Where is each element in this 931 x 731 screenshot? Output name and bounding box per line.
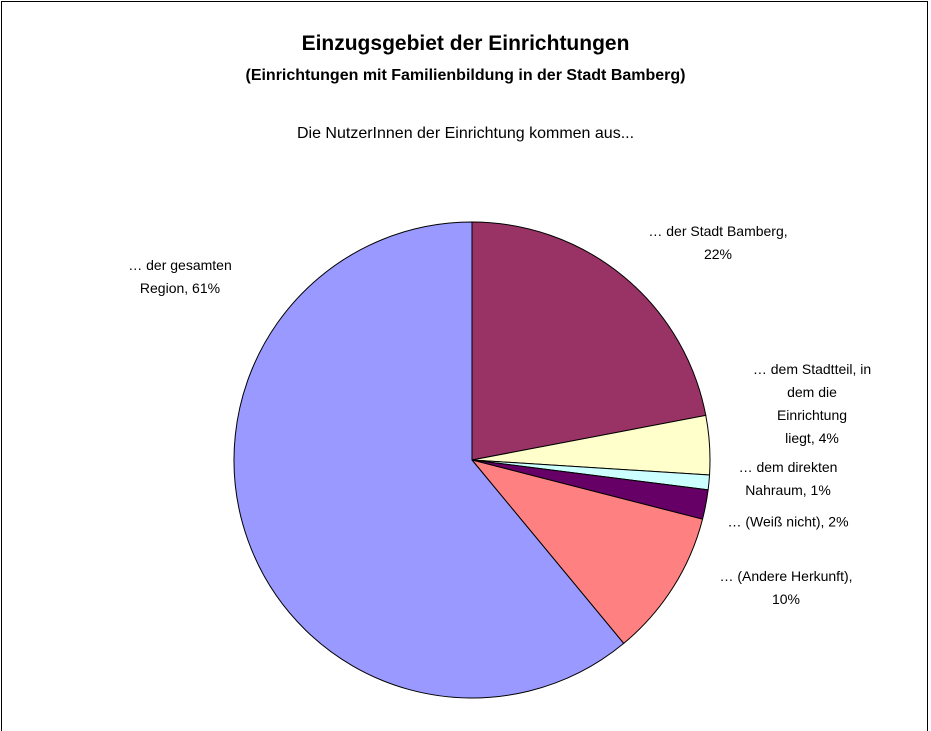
data-label: … der Stadt Bamberg, 22% [648,223,788,262]
pie-slice [233,221,625,699]
pie-slice [471,221,707,461]
annotation: Die NutzerInnen der Einrichtung kommen a… [296,125,635,142]
data-label: … dem Stadtteil, in dem die Einrichtung … [752,361,872,446]
data-label: … (Weiß nicht), 2% [727,513,849,530]
data-label: … der gesamten Region, 61% [128,257,232,296]
chart-subtitle: (Einrichtungen mit Familienbildung in de… [245,67,686,84]
pie-slice [470,459,704,645]
chart-title: Einzugsgebiet der Einrichtungen [301,32,630,55]
data-label: … dem direkten Nahraum, 1% [738,459,838,498]
data-label: … (Andere Herkunft), 10% [719,568,853,607]
